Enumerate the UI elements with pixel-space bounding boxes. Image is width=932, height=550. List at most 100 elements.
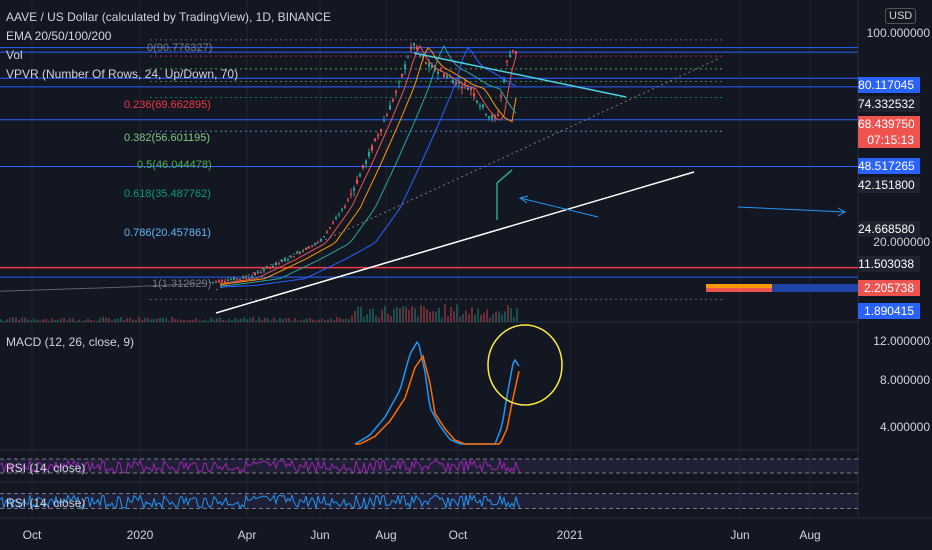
volume-bar [261, 319, 263, 322]
volume-bar [63, 317, 65, 322]
candle-body [467, 87, 469, 91]
volume-profile-bar [706, 288, 772, 292]
volume-bar [24, 317, 26, 322]
candle-body [431, 64, 433, 68]
volume-bar [216, 318, 218, 322]
volume-bar [321, 318, 323, 322]
candle-body [485, 114, 487, 116]
volume-bar [402, 306, 404, 322]
candle-body [395, 90, 397, 93]
candle-body [416, 46, 418, 50]
volume-bar [222, 320, 224, 322]
macd-pane-title[interactable]: MACD (12, 26, close, 9) [6, 335, 135, 349]
volume-bar [231, 320, 233, 322]
candle-body [275, 262, 277, 265]
fib-level-label: 0.382(56.601195) [124, 132, 211, 144]
volume-bar [180, 319, 182, 322]
candle-body [356, 179, 358, 184]
candle-body [479, 105, 481, 108]
candle-body [509, 54, 511, 58]
volume-bar [57, 320, 59, 322]
candle-body [512, 50, 514, 52]
price-tag: 11.503038 [858, 256, 920, 272]
volume-bar [351, 315, 353, 322]
arrow-head [837, 207, 847, 217]
volume-bar [288, 318, 290, 322]
volume-bar [243, 317, 245, 322]
macd-line [354, 340, 520, 445]
volume-bar [276, 320, 278, 322]
candle-body [338, 214, 340, 216]
volume-bar [327, 319, 329, 322]
volume-bar [36, 319, 38, 322]
volume-bar [489, 317, 491, 322]
ema-indicator-label[interactable]: EMA 20/50/100/200 [6, 29, 112, 43]
fib-level-label: 0.618(35.487762) [124, 188, 211, 200]
volume-bar [477, 308, 479, 322]
volume-bar [399, 308, 401, 322]
volume-bar [0, 319, 2, 322]
candle-body [218, 280, 220, 283]
candle-body [506, 61, 508, 63]
volume-bar [96, 320, 98, 322]
candle-body [515, 51, 517, 54]
volume-bar [90, 319, 92, 322]
candle-body [242, 276, 244, 279]
candle-body [437, 71, 439, 75]
volume-bar [492, 314, 494, 322]
candle-body [488, 116, 490, 119]
volume-bar [294, 318, 296, 322]
volume-indicator-label[interactable]: Vol [6, 48, 23, 62]
volume-bar [306, 318, 308, 322]
vpvr-indicator-label[interactable]: VPVR (Number Of Rows, 24, Up/Down, 70) [6, 67, 239, 81]
volume-bar [141, 319, 143, 322]
volume-bar [84, 320, 86, 322]
candle-body [452, 79, 454, 84]
candle-body [404, 64, 406, 69]
volume-bar [60, 318, 62, 322]
volume-bar [498, 311, 500, 322]
candle-body [365, 160, 367, 164]
volume-bar [204, 319, 206, 322]
candle-body [371, 145, 373, 151]
volume-bar [384, 305, 386, 322]
candle-body [425, 62, 427, 64]
volume-bar [111, 320, 113, 322]
rsi-pane-title[interactable]: RSI (14, close) [6, 461, 86, 475]
candle-body [302, 250, 304, 252]
volume-bar [324, 320, 326, 322]
volume-bar [495, 311, 497, 322]
volume-bar [213, 319, 215, 322]
candle-body [413, 43, 415, 46]
volume-bar [99, 318, 101, 322]
rsi-pane-title-2[interactable]: RSI (14, close) [6, 496, 86, 510]
volume-bar [75, 320, 77, 322]
currency-button[interactable]: USD [885, 8, 917, 24]
volume-bar [12, 317, 14, 322]
price-axis-label: 20.000000 [873, 235, 930, 249]
volume-bar [9, 317, 11, 322]
volume-bar [366, 314, 368, 322]
rsi-line [0, 458, 521, 475]
price-tag: 24.668580 [858, 221, 920, 237]
volume-bar [378, 317, 380, 322]
price-tag: 2.205738 [858, 280, 920, 296]
volume-bar [441, 317, 443, 322]
volume-bar [195, 318, 197, 322]
diagonal-dotted-line [215, 57, 721, 291]
candle-body [335, 217, 337, 219]
volume-bar [240, 318, 242, 322]
volume-bar [105, 317, 107, 322]
volume-bar [129, 317, 131, 322]
price-tag: 42.151800 [858, 177, 920, 193]
volume-bar [237, 319, 239, 322]
arrow-line [519, 197, 599, 218]
volume-bar [225, 320, 227, 322]
volume-bar [507, 305, 509, 322]
volume-bar [42, 319, 44, 322]
candle-body [293, 256, 295, 258]
candle-body [359, 174, 361, 177]
candle-body [407, 56, 409, 58]
volume-bar [150, 319, 152, 322]
